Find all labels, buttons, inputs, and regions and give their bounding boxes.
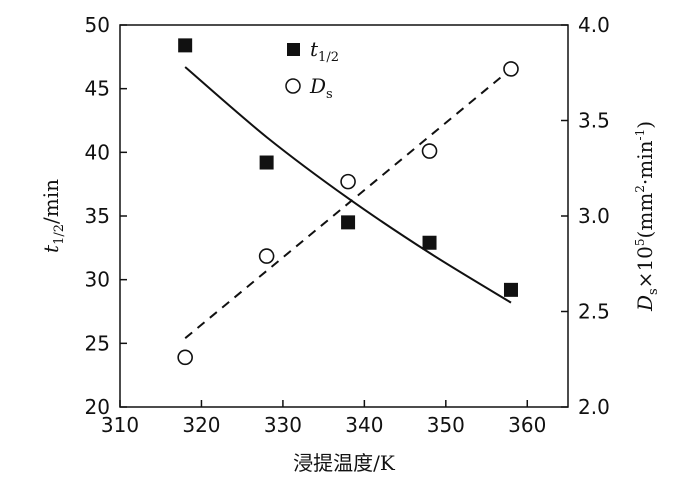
x-tick-label-2: 330	[264, 413, 302, 437]
point-series-0-4	[503, 282, 518, 297]
legend-marker-ds	[285, 78, 301, 94]
x-tick-label-1: 320	[182, 413, 220, 437]
right-y-tick-label-4: 4.0	[578, 13, 610, 37]
x-axis-title: 浸提温度/K	[293, 451, 396, 475]
right-y-tick-label-1: 2.5	[578, 300, 610, 324]
legend-label-t-half-sub: 1/2	[318, 50, 339, 65]
left-y-title-sub: 1/2	[52, 224, 67, 245]
right-y-title-mid: ×10	[633, 246, 657, 288]
left-y-tick-label-4: 40	[85, 140, 110, 164]
right-y-title-unit-sup2: -1	[633, 129, 647, 141]
left-y-title-main: t	[39, 244, 63, 253]
point-series-1-1	[258, 248, 275, 264]
right-y-title-unit-mid: ·min	[633, 140, 657, 185]
right-y-title-unit-sup: 2	[633, 185, 647, 193]
point-series-0-0	[178, 38, 193, 53]
left-y-tick-label-6: 50	[85, 13, 110, 37]
right-y-title-unit-end: )	[633, 121, 657, 129]
x-tick-label-4: 350	[427, 413, 465, 437]
left-y-tick-label-5: 45	[85, 77, 110, 101]
left-y-tick-label-0: 20	[85, 395, 110, 419]
left-y-tick-label-2: 30	[85, 268, 110, 292]
left-y-tick-label-3: 35	[85, 204, 110, 228]
x-tick-label-0: 310	[101, 413, 139, 437]
legend-label-ds-main: D	[309, 74, 326, 98]
legend-marker-t-half	[287, 43, 300, 56]
fit-lines	[184, 66, 512, 339]
fit-line-series-1	[184, 68, 512, 339]
x-tick-label-5: 360	[508, 413, 546, 437]
data-markers	[177, 38, 519, 366]
point-series-1-0	[177, 349, 193, 366]
legend-label-t-half-main: t	[310, 37, 319, 61]
right-y-title-sup: 5	[633, 238, 647, 246]
point-series-0-2	[341, 215, 356, 230]
legend: t1/2 Ds	[285, 37, 339, 102]
point-series-1-4	[503, 61, 519, 77]
legend-label-ds: Ds	[309, 74, 333, 102]
right-y-axis-ticks: 2.0 2.5 3.0 3.5 4.0	[561, 13, 610, 419]
point-series-0-1	[259, 155, 274, 170]
legend-label-ds-sub: s	[326, 87, 333, 102]
legend-label-t-half: t1/2	[310, 37, 339, 65]
left-y-axis-title: t1/2/min	[39, 179, 67, 253]
left-y-tick-label-1: 25	[85, 331, 110, 355]
right-y-title-sub: s	[646, 288, 661, 295]
right-y-axis-title: Ds×105(mm2·min-1)	[633, 121, 661, 312]
point-series-1-3	[421, 143, 438, 159]
left-y-title-rest: /min	[39, 179, 63, 224]
right-y-tick-label-3: 3.5	[578, 109, 610, 133]
right-y-tick-label-0: 2.0	[578, 395, 610, 419]
right-y-tick-label-2: 3.0	[578, 204, 610, 228]
x-tick-label-3: 340	[345, 413, 383, 437]
point-series-1-2	[340, 173, 356, 190]
point-series-0-3	[422, 235, 437, 250]
right-y-title-main: D	[633, 295, 657, 312]
right-y-title-unit: (mm	[633, 193, 657, 239]
left-y-axis-ticks: 20 25 30 35 40 45 50	[85, 13, 127, 419]
fit-line-series-0	[184, 66, 512, 304]
x-axis-ticks: 310 320 330 340 350 360	[101, 400, 546, 437]
